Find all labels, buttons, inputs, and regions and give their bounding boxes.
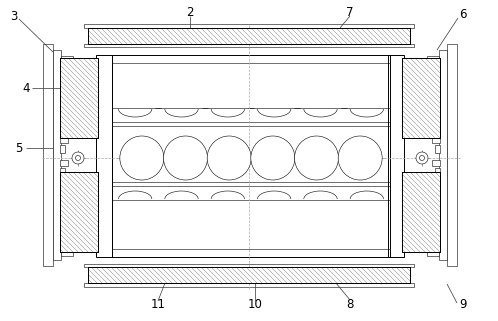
Bar <box>402 58 440 138</box>
Bar <box>84 44 414 47</box>
Bar <box>60 58 98 138</box>
Bar <box>402 172 440 252</box>
Bar <box>84 264 414 267</box>
Bar <box>435 168 440 176</box>
Bar <box>432 160 440 166</box>
Bar <box>60 58 98 138</box>
Bar <box>447 44 457 266</box>
Bar <box>43 44 53 266</box>
Circle shape <box>207 136 251 180</box>
Bar <box>402 172 440 252</box>
Circle shape <box>338 136 382 180</box>
Bar <box>439 50 447 260</box>
Bar <box>61 244 73 256</box>
Bar <box>432 137 440 143</box>
Bar <box>60 172 98 252</box>
Bar <box>402 58 440 138</box>
Bar <box>67 63 73 71</box>
Bar <box>60 145 65 153</box>
Text: 11: 11 <box>150 299 165 311</box>
Text: 10: 10 <box>248 299 262 311</box>
Bar <box>427 63 433 71</box>
Circle shape <box>251 136 295 180</box>
Bar <box>60 172 98 252</box>
Bar <box>84 24 414 28</box>
Circle shape <box>120 136 164 180</box>
Text: 6: 6 <box>459 8 467 22</box>
Text: 3: 3 <box>10 11 18 23</box>
Bar <box>61 56 73 68</box>
Bar <box>88 267 410 283</box>
Bar <box>427 66 435 72</box>
Circle shape <box>72 152 84 164</box>
Bar <box>427 242 435 248</box>
Bar <box>60 160 68 166</box>
Circle shape <box>163 136 208 180</box>
Bar <box>435 145 440 153</box>
Circle shape <box>416 152 428 164</box>
Bar <box>427 240 433 248</box>
Bar <box>60 137 68 143</box>
Bar <box>427 56 439 68</box>
Bar <box>84 283 414 287</box>
Bar <box>53 50 61 260</box>
Circle shape <box>419 155 424 160</box>
Bar <box>67 240 73 248</box>
Text: 9: 9 <box>459 299 467 311</box>
Bar <box>60 168 65 176</box>
Bar <box>388 55 404 257</box>
Text: 7: 7 <box>346 5 354 19</box>
Text: 4: 4 <box>22 82 30 94</box>
Text: 8: 8 <box>346 299 354 311</box>
Circle shape <box>294 136 339 180</box>
Bar <box>88 28 410 44</box>
Bar <box>88 28 410 44</box>
Text: 5: 5 <box>15 142 23 154</box>
Bar <box>427 244 439 256</box>
Text: 2: 2 <box>186 5 194 19</box>
Bar <box>61 66 69 72</box>
Bar <box>88 267 410 283</box>
Bar <box>61 242 69 248</box>
Circle shape <box>76 155 81 160</box>
Bar <box>96 55 112 257</box>
